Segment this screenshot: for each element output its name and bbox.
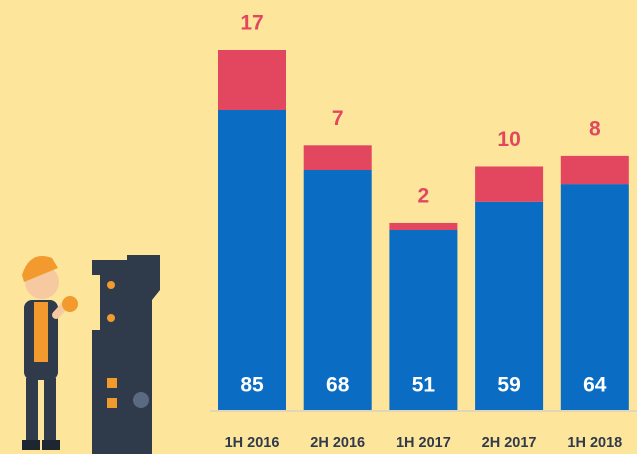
person-vest xyxy=(34,302,48,362)
bar-segment xyxy=(475,166,543,201)
bar-segment xyxy=(218,110,286,410)
value-label: 59 xyxy=(497,374,520,397)
joystick xyxy=(107,314,115,322)
x-tick-label: 2H 2016 xyxy=(310,435,365,451)
person-leg xyxy=(26,378,38,440)
bar-segment xyxy=(561,156,629,184)
arcade-button xyxy=(107,378,117,388)
x-tick-label: 2H 2017 xyxy=(482,435,537,451)
value-label: 64 xyxy=(583,374,607,397)
value-label: 85 xyxy=(240,374,264,397)
x-tick-label: 1H 2016 xyxy=(225,435,280,451)
arcade-knob xyxy=(133,392,149,408)
value-label: 17 xyxy=(240,12,263,35)
bar-segment xyxy=(389,223,457,230)
arcade-machine xyxy=(92,255,160,454)
coin xyxy=(62,296,78,312)
person-leg xyxy=(44,378,56,440)
value-label: 68 xyxy=(326,374,350,397)
person-shoe xyxy=(22,440,40,450)
x-tick-label: 1H 2018 xyxy=(567,435,622,451)
arcade-button xyxy=(107,398,117,408)
value-label: 2 xyxy=(418,184,430,207)
value-label: 51 xyxy=(412,374,436,397)
person-shoe xyxy=(42,440,60,450)
bar-segment xyxy=(304,145,372,170)
chart: 85 17 1H 2016 68 7 2H 2016 51 2 1H 2017 59 10 2H 20… xyxy=(0,0,637,454)
joystick xyxy=(107,281,115,289)
value-label: 10 xyxy=(497,128,520,151)
value-label: 7 xyxy=(332,107,344,130)
value-label: 8 xyxy=(589,117,601,140)
bar-segment xyxy=(218,50,286,110)
x-tick-label: 1H 2017 xyxy=(396,435,451,451)
